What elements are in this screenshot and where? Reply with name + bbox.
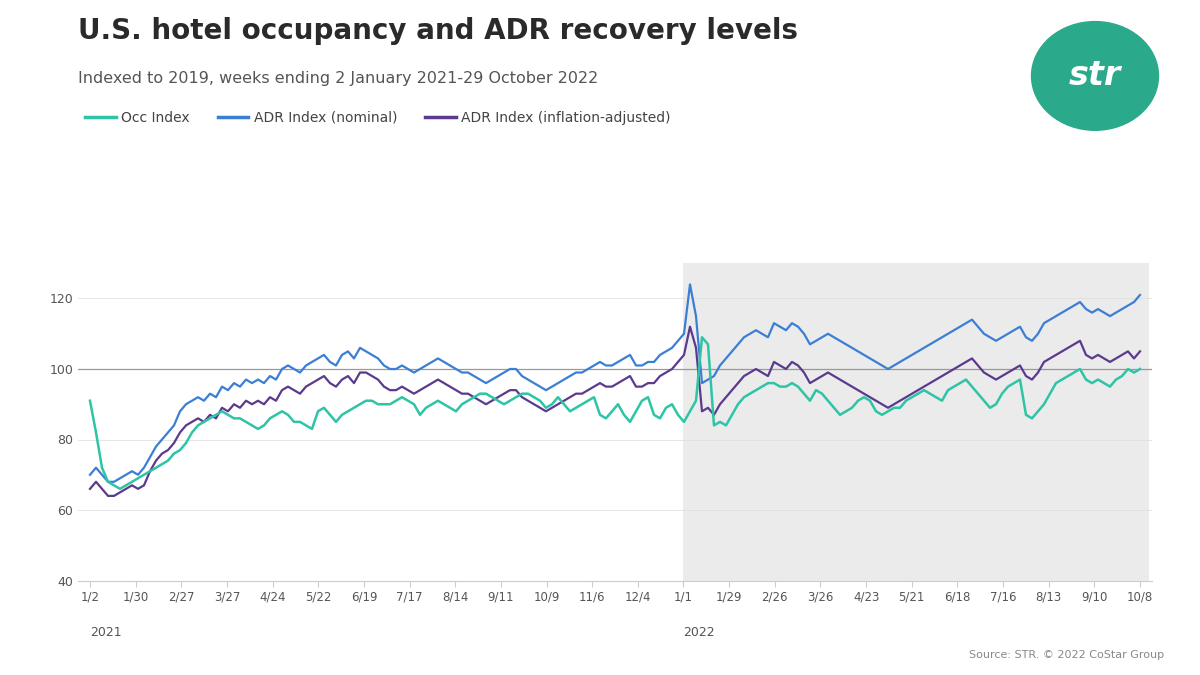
Text: 2021: 2021 bbox=[90, 626, 121, 639]
Circle shape bbox=[1032, 22, 1158, 130]
Text: U.S. hotel occupancy and ADR recovery levels: U.S. hotel occupancy and ADR recovery le… bbox=[78, 17, 798, 45]
Text: 2022: 2022 bbox=[684, 626, 715, 639]
Text: Indexed to 2019, weeks ending 2 January 2021-29 October 2022: Indexed to 2019, weeks ending 2 January … bbox=[78, 71, 599, 86]
Bar bbox=[684, 263, 1150, 580]
Text: str: str bbox=[1069, 59, 1121, 92]
Legend: Occ Index, ADR Index (nominal), ADR Index (inflation-adjusted): Occ Index, ADR Index (nominal), ADR Inde… bbox=[79, 105, 676, 130]
Text: Source: STR. © 2022 CoStar Group: Source: STR. © 2022 CoStar Group bbox=[968, 650, 1164, 660]
